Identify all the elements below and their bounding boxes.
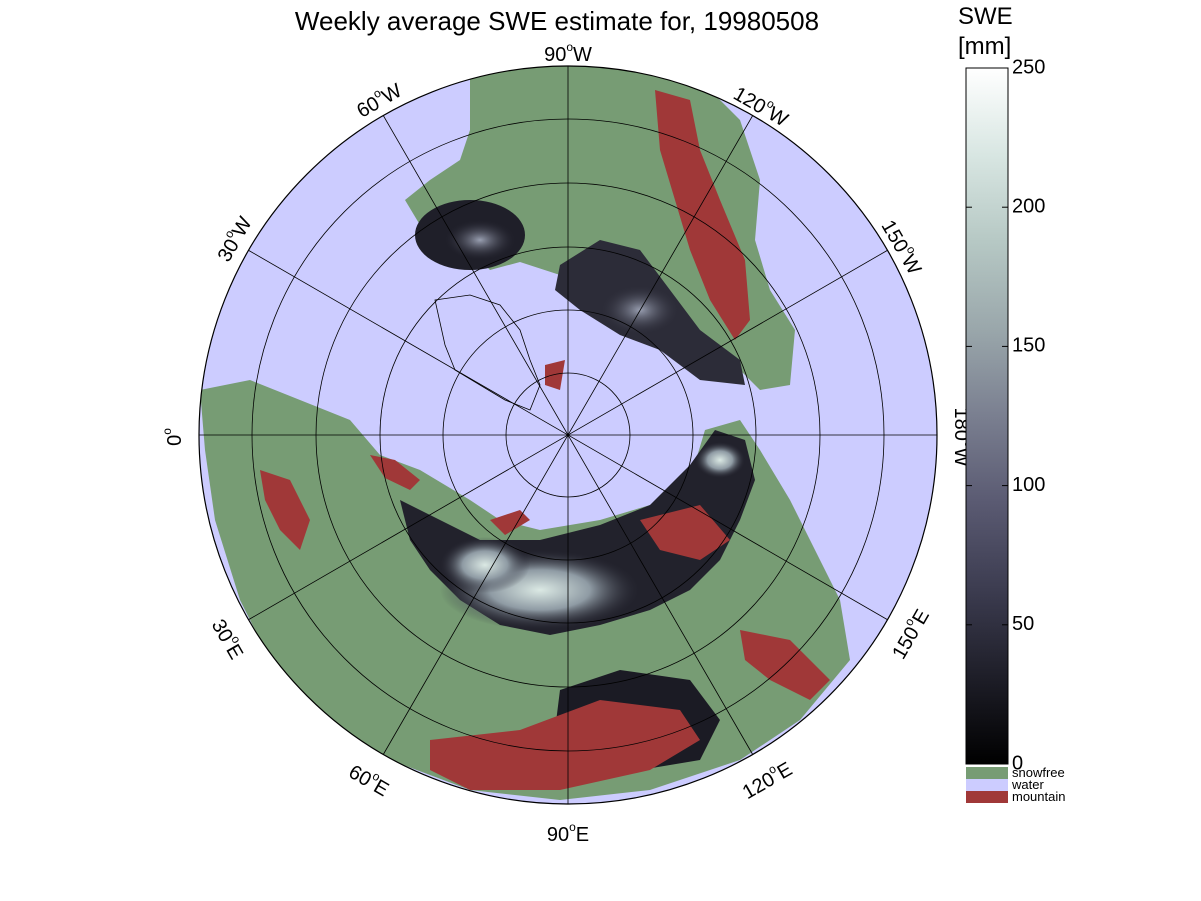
legend-label-water: water bbox=[1011, 777, 1044, 792]
legend-swatch-water bbox=[966, 779, 1008, 791]
legend-swatch-snowfree bbox=[966, 767, 1008, 779]
longitude-label-60e: 60oE bbox=[345, 758, 395, 802]
map-border bbox=[198, 65, 938, 805]
colorbar-tick-label: 50 bbox=[1012, 613, 1034, 635]
polar-map bbox=[199, 66, 937, 804]
legend-swatch-mountain bbox=[966, 791, 1008, 803]
colorbar-title-line1: SWE bbox=[958, 3, 1013, 30]
snow-cover-chukotka bbox=[695, 442, 745, 478]
colorbar-tick-label: 200 bbox=[1012, 195, 1045, 217]
map-title: Weekly average SWE estimate for, 1998050… bbox=[295, 6, 819, 36]
graticule bbox=[199, 66, 937, 804]
mountain-east-siberia bbox=[640, 505, 730, 560]
mountain-central-asia bbox=[430, 700, 700, 790]
greenland-icecap bbox=[434, 294, 541, 411]
mountain-ural bbox=[490, 510, 530, 535]
legend-label-mountain: mountain bbox=[1012, 789, 1065, 804]
colorbar: SWE [mm] 0 50 100 150 200 250 bbox=[958, 3, 1045, 774]
longitude-label-90w: 90oW bbox=[544, 40, 592, 66]
mountain-europe bbox=[260, 470, 310, 550]
mountain-rockies bbox=[655, 90, 750, 340]
colorbar-ticks: 0 50 100 150 200 250 bbox=[966, 56, 1045, 774]
longitude-label-90e: 90oE bbox=[547, 820, 589, 846]
longitude-label-150e: 150oE bbox=[885, 604, 934, 663]
legend-label-snowfree: snowfree bbox=[1012, 765, 1065, 780]
colorbar-tick-label: 250 bbox=[1012, 56, 1045, 78]
snow-cover-hudson-east-core bbox=[445, 220, 515, 260]
colorbar-tick-label: 100 bbox=[1012, 474, 1045, 496]
colorbar-tick-label: 150 bbox=[1012, 335, 1045, 357]
colorbar-ramp bbox=[965, 67, 1009, 765]
snow-cover-siberia-bright-2 bbox=[440, 537, 530, 593]
meridian-line bbox=[247, 249, 889, 621]
mountain-greenland-south bbox=[545, 360, 565, 390]
longitude-label-120e: 120oE bbox=[737, 755, 796, 804]
longitude-label-0: 0o bbox=[160, 428, 186, 446]
colorbar-title-line2: [mm] bbox=[958, 33, 1011, 60]
colorbar-tick-label: 0 bbox=[1012, 752, 1023, 774]
longitude-label-30e: 30oE bbox=[207, 614, 251, 664]
